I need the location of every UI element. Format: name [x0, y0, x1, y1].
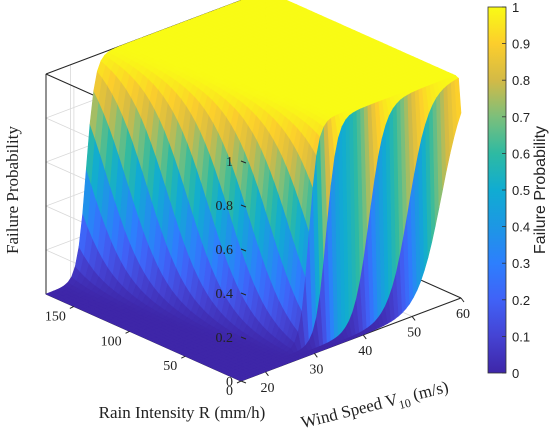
z-tick-label: 1 [226, 155, 233, 170]
colorbar-tick-label: 0.1 [512, 329, 530, 344]
x-tick-label: 50 [407, 325, 421, 340]
z-tick-label: 0.8 [216, 199, 234, 214]
x-tick-label: 60 [456, 307, 470, 322]
y-tick-label: 150 [45, 309, 66, 324]
y-tick-label: 100 [101, 334, 122, 349]
colorbar-tick-label: 0.4 [512, 220, 530, 235]
surface-mesh [46, 0, 461, 381]
colorbar: 0 0.1 0.2 0.3 0.4 0.5 0.6 0.7 0.8 0.9 1 Failure Pr… [488, 0, 549, 381]
x-axis-label: Wind Speed V10 (m/s) [299, 377, 451, 432]
colorbar-tick-label: 0 [512, 366, 519, 381]
y-tick-label: 50 [163, 359, 177, 374]
colorbar-tick-label: 0.3 [512, 256, 530, 271]
y-tick-label: 0 [226, 384, 233, 399]
colorbar-tick-label: 0.5 [512, 183, 530, 198]
colorbar-tick-label: 0.7 [512, 110, 530, 125]
colorbar-tick-label: 0.6 [512, 146, 530, 161]
x-tick-label: 40 [358, 344, 372, 359]
x-axis-label-unit: (m/s) [407, 377, 451, 405]
colorbar-label: Failure Probability [532, 126, 549, 254]
z-axis-label: Failure Probability [3, 126, 22, 254]
z-tick-label: 0.2 [216, 331, 234, 346]
z-tick-label: 0.4 [216, 287, 234, 302]
x-tick-label: 20 [260, 381, 274, 396]
colorbar-tick-label: 0.8 [512, 73, 530, 88]
x-tick-label: 30 [309, 362, 323, 377]
z-tick-label: 0.6 [216, 243, 234, 258]
colorbar-tick-label: 1 [512, 0, 519, 15]
colorbar-tick-label: 0.9 [512, 37, 530, 52]
y-axis-label: Rain Intensity R (mm/h) [99, 403, 266, 422]
colorbar-tick-label: 0.2 [512, 293, 530, 308]
x-axis-label-text: Wind Speed V [299, 390, 400, 432]
